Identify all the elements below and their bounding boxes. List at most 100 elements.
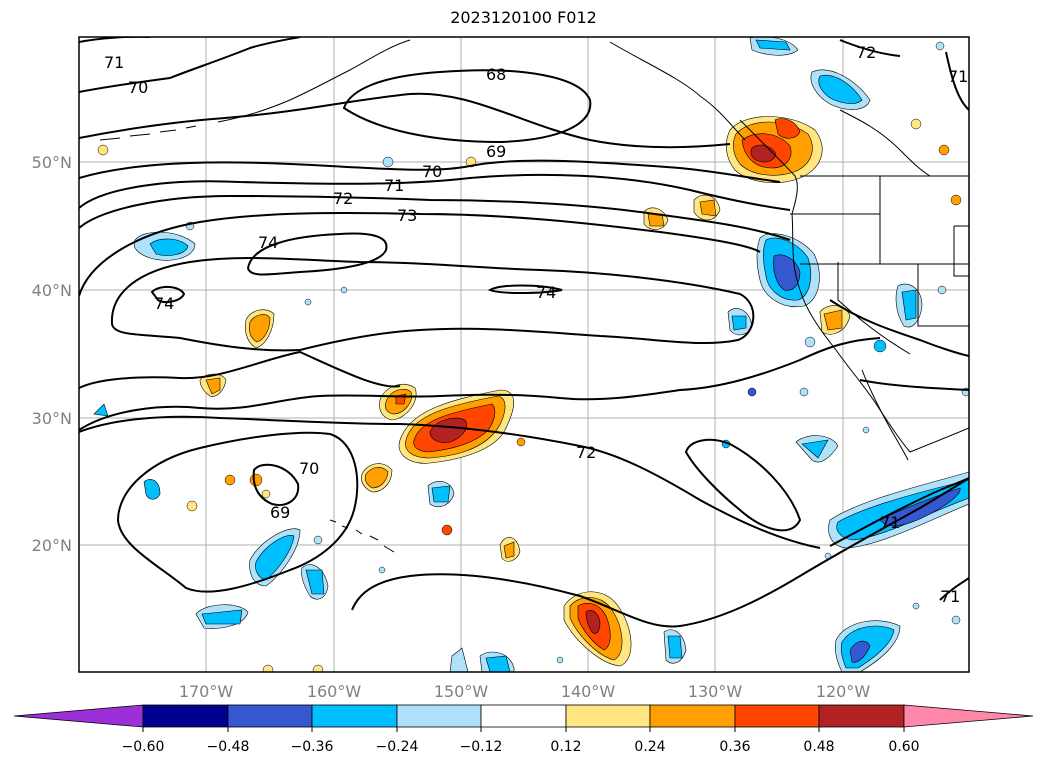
contour-label: 69: [270, 503, 290, 522]
dot: [261, 489, 271, 499]
shade-blue: [755, 39, 791, 51]
shade-blue-light: [449, 647, 469, 672]
contour-label: 72: [576, 443, 596, 462]
dot: [950, 194, 962, 206]
dot: [224, 474, 236, 486]
contour-69-south: [252, 463, 300, 506]
contour-71: [79, 173, 791, 211]
colorbar-bin: [734, 704, 820, 728]
state-border: [839, 109, 931, 177]
contour-70: [79, 159, 781, 183]
dot: [312, 664, 324, 672]
shade-blue: [801, 439, 829, 459]
dot: [249, 473, 263, 487]
shade-blue: [485, 655, 511, 672]
shade-blue: [255, 535, 295, 581]
colorbar: [13, 704, 1034, 728]
dot: [747, 387, 757, 397]
shade-orange: [205, 377, 221, 395]
contour-71-coast: [859, 379, 969, 391]
contour-label: 71: [384, 176, 404, 195]
state-border: [837, 262, 911, 355]
map-title: 2023120100 F012: [450, 8, 597, 27]
colorbar-bin: [818, 704, 905, 728]
bc-coast: [739, 119, 798, 215]
dot: [910, 118, 922, 130]
lat-label-40n: 40°N: [32, 281, 72, 300]
shade-blue: [143, 479, 161, 500]
colorbar-extend-high: [903, 704, 1034, 728]
contour-70-south: [116, 431, 359, 593]
colorbar-tick-label: 0.24: [634, 739, 665, 755]
dot: [340, 286, 348, 294]
contour-label: 70: [422, 162, 442, 181]
lon-label-160w: 160°W: [307, 682, 362, 701]
shade-blue: [818, 74, 863, 104]
lat-label-50n: 50°N: [32, 153, 72, 172]
colorbar-tick-label: 0.12: [550, 739, 581, 755]
latitude-labels: 50°N 40°N 30°N 20°N: [32, 153, 72, 555]
shade-blue: [149, 238, 189, 256]
colorbar-bin: [142, 704, 229, 728]
shade-blue-dark: [849, 640, 871, 663]
contour-68: [342, 69, 592, 144]
lon-label-170w: 170°W: [179, 682, 234, 701]
contour-72-mid: [79, 350, 401, 389]
dot: [804, 336, 816, 348]
dot: [304, 298, 312, 306]
contour-71-ne: [945, 51, 969, 111]
colorbar-bin: [396, 704, 482, 728]
contour-74: [246, 232, 388, 276]
contour-72-main: [79, 337, 881, 431]
lon-label-130w: 130°W: [688, 682, 743, 701]
lon-label-140w: 140°W: [561, 682, 616, 701]
contour-70-north: [79, 37, 301, 93]
contour-label: 74: [154, 294, 174, 313]
shade-dark-red: [585, 610, 601, 634]
dot: [935, 41, 945, 51]
contour-label: 73: [397, 206, 417, 225]
contour-label: 71: [104, 53, 124, 72]
colorbar-tick-label: 0.60: [888, 739, 919, 755]
gulf-alaska-coast: [609, 41, 746, 141]
shade-red-orange: [774, 118, 801, 139]
dot: [97, 144, 109, 156]
contour-72-inner: [684, 438, 802, 532]
contour-72-south: [79, 415, 821, 549]
map-plot-area: [79, 37, 969, 672]
contour-71-se: [939, 577, 969, 601]
dot: [937, 285, 947, 295]
shade-dark-red: [429, 417, 467, 443]
lon-label-150w: 150°W: [434, 682, 489, 701]
dot: [873, 339, 887, 353]
colorbar-bin: [311, 704, 398, 728]
shade-blue: [201, 609, 243, 625]
colorbar-bin: [480, 704, 567, 728]
colorbar-tick-label: −0.12: [460, 739, 503, 755]
contour-label: 71: [948, 67, 968, 86]
lon-label-120w: 120°W: [816, 682, 871, 701]
map-border: [78, 36, 970, 673]
shade-orange: [364, 467, 389, 489]
shade-blue-dark: [773, 254, 801, 291]
shade-orange: [503, 541, 515, 559]
state-border: [953, 225, 969, 277]
contour-71-south: [829, 477, 969, 547]
contour-72-coast: [829, 299, 969, 357]
state-border: [917, 264, 969, 327]
contour-lines: [79, 37, 969, 628]
colorbar-bin: [649, 704, 736, 728]
hawaii-islands: [329, 519, 395, 553]
colorbar-bin: [227, 704, 313, 728]
colorbar-bin: [565, 704, 651, 728]
mexico-coast: [909, 427, 969, 453]
contour-74-west: [150, 286, 186, 303]
contour-label: 72: [333, 189, 353, 208]
contour-labels: 71 70 68 72 71 69 70 71 72 73 74 74 74 7…: [104, 43, 968, 606]
colorbar-tick-label: 0.36: [719, 739, 750, 755]
contour-69: [79, 92, 731, 149]
colorbar-tick-label: −0.24: [376, 739, 419, 755]
contour-label: 74: [536, 283, 556, 302]
shade-blue: [93, 403, 109, 417]
